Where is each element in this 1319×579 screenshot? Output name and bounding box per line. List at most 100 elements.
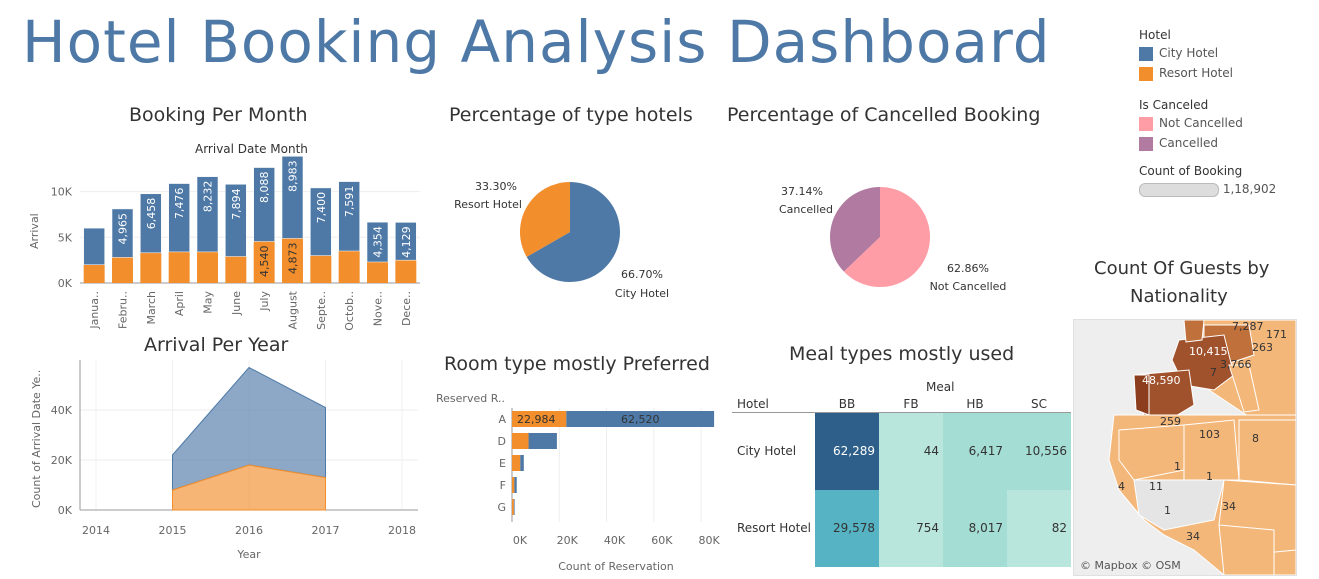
x-tick-label: 80K: [698, 534, 720, 547]
pie-label: 33.30%: [475, 180, 517, 193]
cancel-pie-title: Percentage of Cancelled Booking: [727, 104, 1041, 126]
data-label: 4,965: [117, 213, 130, 245]
data-label: 8,983: [287, 160, 300, 192]
heatmap-cell[interactable]: 6,417: [943, 412, 1007, 490]
heatmap-cell[interactable]: 8,017: [943, 489, 1007, 567]
data-label: 4,354: [372, 226, 385, 258]
meal-heatmap: Hotel BB FB HB SC City Hotel 62,289 44 6…: [732, 396, 1071, 567]
map-label: 1: [1206, 470, 1213, 483]
meal-row-header: Hotel: [732, 396, 815, 413]
meal-col-hb: HB: [943, 396, 1007, 413]
area-resort-hotel: [172, 464, 326, 511]
type-pie-title: Percentage of type hotels: [449, 104, 693, 126]
x-axis-label: Count of Reservation: [558, 560, 674, 573]
x-tick-label: March: [145, 291, 158, 325]
count-legend-max: 1,18,902: [1222, 182, 1277, 196]
booking-month-header: Arrival Date Month: [195, 142, 308, 156]
map-attribution: © Mapbox © OSM: [1080, 559, 1181, 572]
map-title-line1: Count Of Guests by: [1094, 258, 1270, 279]
map-country-morocco-algeria: [1118, 424, 1185, 481]
cancel-pie-chart: 37.14% Cancelled 62.86% Not Cancelled: [779, 185, 1007, 293]
bar-resort-hotel: [395, 260, 417, 283]
x-tick-label: 2017: [312, 524, 340, 537]
meal-row-label: Resort Hotel: [737, 521, 812, 535]
map-label: 7,287: [1232, 320, 1264, 333]
bar-city-hotel: [513, 499, 515, 515]
map-label: 8: [1252, 432, 1259, 445]
meal-col-sc: SC: [1007, 396, 1071, 413]
map-labels: 7,287 171 10,415 3,766 263 48,590 7 259 …: [1118, 320, 1287, 543]
bar-city-hotel: [395, 222, 417, 261]
arrival-year-title: Arrival Per Year: [144, 334, 289, 356]
pie-label: 62.86%: [947, 262, 989, 275]
bar-resort-hotel: [112, 257, 133, 283]
y-tick-label: 0K: [58, 277, 73, 290]
legend-label: Resort Hotel: [1159, 66, 1234, 80]
bar-city-hotel: [366, 221, 389, 263]
legend-panel: Hotel City Hotel Resort Hotel Is Cancele…: [1139, 28, 1276, 197]
data-label: 8,232: [202, 181, 215, 213]
pie-label: City Hotel: [615, 287, 669, 300]
map-label: 34: [1186, 530, 1200, 543]
x-tick-label: 2016: [235, 524, 263, 537]
pie-label: 37.14%: [781, 185, 823, 198]
data-label: 7,400: [315, 192, 328, 224]
bar-city-hotel: [514, 477, 517, 493]
heatmap-cell[interactable]: 82: [1007, 489, 1071, 567]
type-pie-chart: 33.30% Resort Hotel 66.70% City Hotel: [454, 180, 669, 300]
heatmap-cell[interactable]: 44: [879, 412, 943, 490]
bar-resort-hotel: [83, 264, 105, 283]
meal-col-bb: BB: [815, 396, 879, 413]
heatmap-cell[interactable]: 62,289: [815, 412, 879, 490]
legend-item-not-cancelled[interactable]: Not Cancelled: [1139, 116, 1276, 136]
x-tick-label: Dece..: [400, 291, 413, 326]
hotel-legend-title: Hotel: [1139, 28, 1171, 42]
legend-item-cancelled[interactable]: Cancelled: [1139, 136, 1276, 156]
x-tick-label: May: [202, 291, 215, 314]
nationality-map[interactable]: 7,287 171 10,415 3,766 263 48,590 7 259 …: [1073, 319, 1297, 576]
heatmap-cell[interactable]: 754: [879, 489, 943, 567]
legend-label: City Hotel: [1159, 46, 1219, 60]
bar-resort-hotel: [197, 251, 218, 283]
bar-resort-hotel: [225, 256, 247, 283]
y-tick-label: 0K: [58, 504, 73, 517]
data-label: 4,540: [258, 245, 271, 277]
legend-item-resort-hotel[interactable]: Resort Hotel: [1139, 66, 1276, 86]
pie-label: 66.70%: [621, 268, 663, 281]
bar-city-hotel: [225, 184, 247, 257]
legend-item-city-hotel[interactable]: City Hotel: [1139, 46, 1276, 66]
heatmap-cell[interactable]: 10,556: [1007, 412, 1071, 490]
heatmap-cell[interactable]: 29,578: [815, 489, 879, 567]
y-axis-label: Count of Arrival Date Ye..: [30, 370, 43, 508]
bar-resort-hotel: [512, 433, 529, 449]
map-label: 103: [1199, 428, 1220, 441]
data-label: 22,984: [517, 413, 556, 426]
map-country-sahel: [1133, 479, 1225, 531]
bar-resort-hotel: [512, 499, 514, 515]
x-tick-label: June: [230, 291, 243, 316]
map-label: 263: [1252, 341, 1273, 354]
map-label: 259: [1160, 415, 1181, 428]
legend-swatch: [1139, 46, 1153, 61]
meal-title: Meal types mostly used: [789, 343, 1015, 365]
room-chart: Reserved R.. 0K 20K 40K 60K 80K Count of Reser…: [436, 392, 720, 573]
x-tick-label: 60K: [651, 534, 673, 547]
room-title: Room type mostly Preferred: [444, 353, 710, 375]
y-tick-label: 5K: [58, 231, 73, 244]
bar-city-hotel: [168, 183, 190, 253]
table-row: Resort Hotel 29,578 754 8,017 82: [732, 489, 1071, 567]
bar-resort-hotel: [310, 255, 332, 283]
legend-label: Cancelled: [1159, 136, 1218, 150]
count-legend-bar: [1139, 182, 1219, 197]
bar-city-hotel: [528, 433, 557, 449]
map-label: 48,590: [1142, 374, 1181, 387]
x-tick-label: Janua..: [88, 291, 101, 330]
y-tick-label: 10K: [51, 186, 73, 199]
pie-label: Not Cancelled: [930, 280, 1007, 293]
x-tick-label: Octob..: [343, 291, 356, 331]
y-tick-label: 40K: [51, 404, 73, 417]
legend-label: Not Cancelled: [1159, 116, 1243, 130]
cancel-legend-title: Is Canceled: [1139, 98, 1209, 112]
legend-swatch: [1139, 66, 1153, 81]
y-tick-label: A: [498, 413, 506, 426]
